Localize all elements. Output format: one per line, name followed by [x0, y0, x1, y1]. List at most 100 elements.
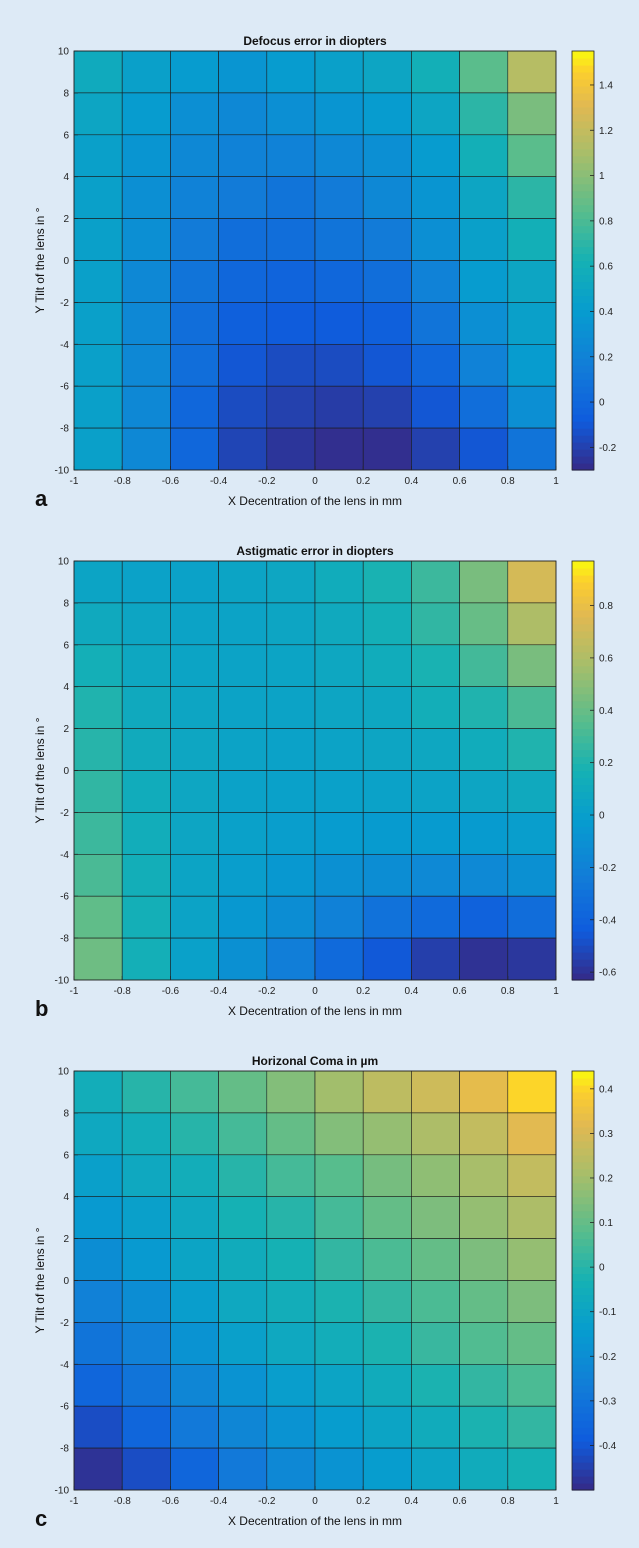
heatmap-cell — [170, 1238, 219, 1281]
colorbar-segment — [572, 260, 594, 269]
colorbar-tick-label: 0.2 — [599, 352, 613, 363]
heatmap-cell — [218, 302, 268, 345]
colorbar-segment — [572, 1448, 594, 1456]
colorbar-segment — [572, 1077, 594, 1086]
y-tick-label: -6 — [60, 892, 69, 903]
colorbar-segment — [572, 1071, 594, 1079]
heatmap-cell — [170, 602, 219, 646]
y-tick-label: -6 — [60, 1402, 69, 1413]
x-tick-label: -0.8 — [114, 1496, 132, 1507]
colorbar-segment — [572, 288, 594, 297]
heatmap-cell — [507, 770, 557, 813]
heatmap-cell — [459, 1238, 509, 1281]
heatmap-cell — [121, 1322, 171, 1365]
x-tick-label: 0.4 — [404, 986, 418, 997]
colorbar-segment — [572, 973, 594, 981]
heatmap-cell — [459, 1322, 509, 1365]
colorbar-segment — [572, 428, 594, 436]
colorbar-segment — [572, 120, 594, 129]
heatmap-cell — [170, 560, 219, 604]
colorbar-tick-label: -0.6 — [599, 968, 617, 979]
colorbar-segment — [572, 1392, 594, 1400]
heatmap-cell — [170, 302, 219, 345]
y-tick-label: -8 — [60, 934, 69, 945]
heatmap-cell — [170, 1405, 219, 1449]
heatmap-cell — [362, 1280, 412, 1323]
heatmap-cell — [218, 770, 268, 813]
colorbar-segment — [572, 449, 594, 457]
colorbar-segment — [572, 169, 594, 178]
heatmap-cell — [314, 385, 364, 429]
colorbar-segment — [572, 728, 594, 737]
colorbar-segment — [572, 812, 594, 820]
colorbar-frame — [571, 1070, 595, 1491]
colorbar-segment — [572, 218, 594, 227]
colorbar-segment — [572, 1140, 594, 1149]
heatmap-cell — [73, 602, 123, 646]
colorbar-segment — [572, 1252, 594, 1261]
heatmap-cell — [121, 1447, 171, 1491]
heatmap-cell — [459, 343, 509, 387]
colorbar-segment — [572, 113, 594, 122]
heatmap-cell — [507, 853, 557, 897]
x-tick-label: 0.4 — [404, 1496, 418, 1507]
colorbar-segment — [572, 1084, 594, 1093]
colorbar-tick-label: -0.2 — [599, 443, 617, 454]
heatmap-cell — [411, 1322, 460, 1365]
heatmap-cell — [73, 1070, 123, 1114]
heatmap-cell — [266, 812, 316, 855]
heatmap-cell — [411, 50, 460, 94]
heatmap-cell — [507, 92, 557, 136]
colorbar-segment — [572, 281, 594, 290]
y-tick-label: 6 — [63, 640, 69, 651]
heatmap-cell — [266, 176, 316, 219]
heatmap-cell — [459, 644, 509, 687]
heatmap-cell — [314, 427, 364, 471]
y-tick-label: 4 — [63, 682, 69, 693]
heatmap-cell — [121, 302, 171, 345]
heatmap-cell — [459, 1280, 509, 1323]
heatmap-cell — [362, 1364, 412, 1407]
y-tick-label: 6 — [63, 1150, 69, 1161]
y-tick-label: -10 — [55, 1486, 70, 1497]
colorbar-frame — [571, 50, 595, 471]
colorbar-segment — [572, 134, 594, 143]
heatmap-cell — [314, 1322, 364, 1365]
heatmap-cell — [459, 134, 509, 178]
heatmap-cell — [314, 1238, 364, 1281]
colorbar-tick-label: 1.4 — [599, 80, 613, 91]
colorbar-segment — [572, 379, 594, 387]
heatmap-cell — [266, 1447, 316, 1491]
colorbar-segment — [572, 225, 594, 234]
heatmap-cell — [218, 1070, 268, 1114]
heatmap-cell — [73, 560, 123, 604]
heatmap-cell — [507, 895, 557, 939]
heatmap-cell — [459, 50, 509, 94]
heatmap-cell — [362, 176, 412, 219]
heatmap-cell — [73, 92, 123, 136]
x-tick-label: 0.2 — [356, 1496, 370, 1507]
heatmap-cell — [170, 1112, 219, 1156]
colorbar-segment — [572, 1119, 594, 1128]
heatmap-cell — [507, 385, 557, 429]
heatmap-cell — [459, 686, 509, 729]
colorbar-segment — [572, 1420, 594, 1428]
colorbar-segment — [572, 623, 594, 632]
heatmap-cell — [121, 1196, 171, 1239]
x-tick-label: 0.4 — [404, 476, 418, 487]
colorbar-segment — [572, 372, 594, 380]
heatmap-cell — [411, 1154, 460, 1198]
heatmap-cell — [362, 895, 412, 939]
heatmap-cell — [507, 1280, 557, 1323]
heatmap-cell — [459, 1070, 509, 1114]
heatmap-cell — [266, 1280, 316, 1323]
heatmap-cell — [218, 50, 268, 94]
heatmap-cell — [411, 1280, 460, 1323]
heatmap-cell — [266, 1405, 316, 1449]
colorbar-segment — [572, 323, 594, 331]
heatmap-cell — [507, 134, 557, 178]
colorbar-segment — [572, 637, 594, 646]
heatmap-cell — [73, 427, 123, 471]
heatmap-cell — [218, 92, 268, 136]
heatmap-cell — [170, 1196, 219, 1239]
